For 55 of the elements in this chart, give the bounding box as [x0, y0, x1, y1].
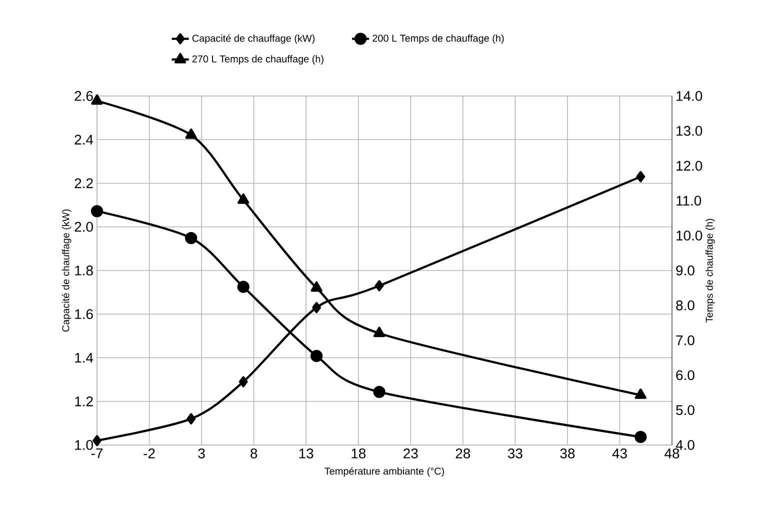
x-tick-label: 43 [612, 448, 627, 458]
x-axis-title: Température ambiante (°C) [324, 467, 444, 477]
y2-tick-label: 12.0 [676, 160, 702, 171]
point [185, 232, 198, 244]
x-tick-label: 48 [664, 448, 680, 458]
point [636, 171, 646, 182]
y-tick-label: 1.4 [75, 352, 94, 363]
y2-tick-label: 10.0 [676, 230, 702, 241]
y-tick-label: 1.8 [75, 266, 93, 276]
x-tick-label: 3 [198, 448, 205, 458]
y-tick-label: 2.6 [74, 91, 93, 101]
point [92, 435, 102, 446]
x-tick-label: 8 [250, 448, 258, 458]
y2-tick-label: 14.0 [676, 91, 702, 101]
point [238, 376, 248, 388]
y-tick-label: 1.6 [75, 309, 93, 320]
x-tick-label: -7 [91, 448, 103, 458]
y2-tick-label: 5.0 [676, 405, 694, 416]
y2-tick-label: 13.0 [676, 126, 702, 136]
y2-tick-label: 11.0 [676, 196, 702, 206]
y2-tick-label: 7.0 [676, 335, 694, 346]
point [310, 350, 323, 362]
y-tick-label: 2.0 [74, 222, 93, 232]
legend-label: Capacité de chauffage (kW) [192, 34, 315, 44]
x-tick-label: 28 [456, 448, 470, 458]
y2-tick-label: 4.0 [676, 440, 694, 450]
point [373, 386, 386, 398]
x-tick-label: -2 [144, 448, 155, 458]
point [90, 205, 104, 218]
x-tick-label: 38 [560, 448, 575, 458]
y-axis-title: Capacité de chauffage (kW) [62, 209, 72, 332]
point [185, 128, 197, 139]
y-tick-label: 1.2 [75, 396, 93, 406]
y-tick-label: 1.0 [75, 440, 93, 450]
legend-label: 270 L Temps de chauffage (h) [192, 55, 324, 64]
point [374, 280, 384, 292]
point [310, 281, 322, 292]
point [373, 326, 386, 338]
x-tick-label: 23 [404, 448, 418, 458]
point [237, 280, 250, 293]
y2-tick-label: 9.0 [676, 266, 694, 276]
point [634, 388, 646, 399]
legend-label: 200 L Temps de chauffage (h) [372, 34, 504, 44]
point [238, 193, 250, 204]
x-tick-label: 33 [508, 448, 522, 458]
y-tick-label: 2.2 [74, 178, 93, 188]
y2-axis-title: Temps de chauffage (h) [706, 218, 715, 323]
x-tick-label: 13 [299, 448, 314, 458]
point [186, 413, 196, 424]
point [312, 302, 322, 314]
x-tick-label: 18 [352, 448, 366, 458]
y2-tick-label: 8.0 [676, 300, 694, 310]
y2-tick-label: 6.0 [676, 370, 694, 380]
point [634, 430, 647, 444]
y-tick-label: 2.4 [74, 134, 94, 144]
